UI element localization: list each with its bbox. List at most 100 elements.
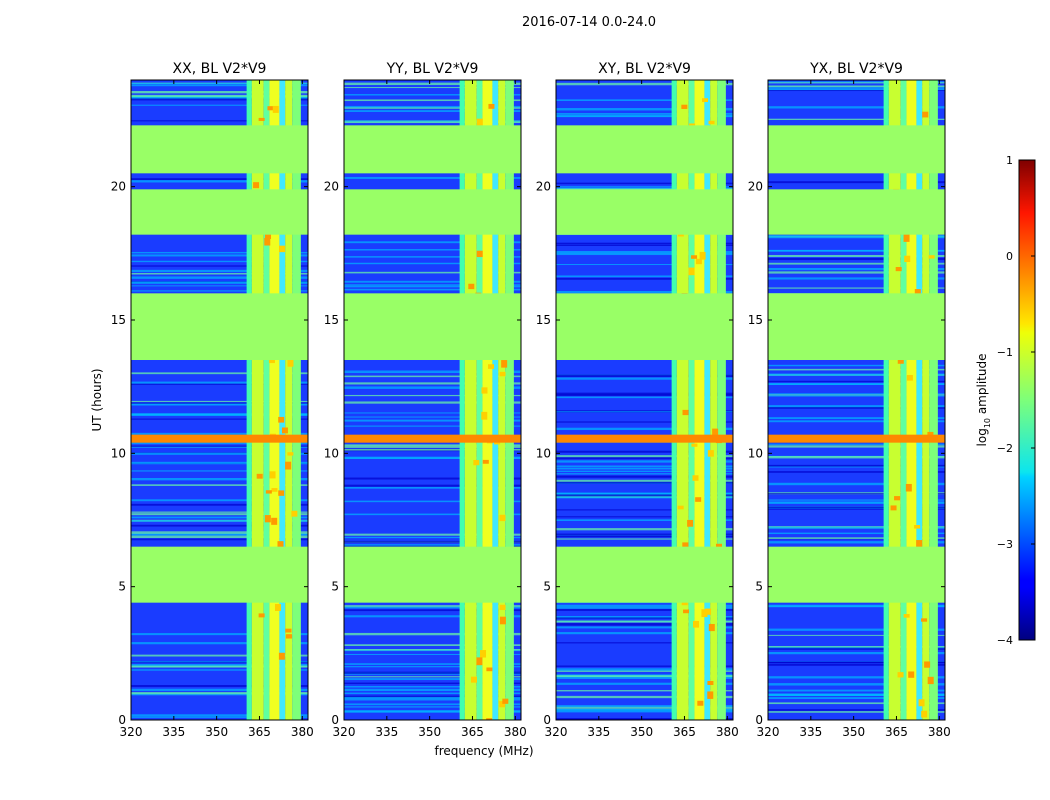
time-streak [556, 706, 733, 709]
y-tick-label: 10 [748, 446, 763, 460]
time-streak [556, 528, 733, 531]
rfi-hotspot [681, 104, 688, 109]
colorbar: 1 0 −1 −2 −3 −4 log10 amplitude [975, 154, 1036, 647]
time-streak [556, 695, 733, 699]
time-streak [131, 276, 308, 279]
rfi-band-column [671, 80, 677, 720]
time-streak [344, 370, 521, 372]
rfi-hotspot [681, 600, 688, 606]
flagged-region [556, 189, 733, 235]
x-tick-label: 335 [375, 725, 398, 739]
time-streak [344, 280, 521, 283]
time-streak [556, 475, 733, 478]
time-streak [556, 516, 733, 518]
rfi-hotspot [278, 245, 285, 253]
time-streak [344, 605, 521, 608]
time-streak [131, 538, 308, 541]
rfi-hotspot [502, 698, 509, 704]
time-streak [344, 284, 521, 286]
time-streak [556, 392, 733, 395]
rfi-band-column [717, 80, 726, 720]
rfi-hotspot [274, 603, 281, 611]
time-streak [768, 86, 945, 88]
time-streak [768, 262, 945, 265]
time-streak [344, 241, 521, 244]
rfi-hotspot [908, 671, 915, 678]
time-streak [556, 244, 733, 246]
rfi-hotspot [707, 450, 714, 457]
time-streak [344, 82, 521, 86]
time-streak [556, 632, 733, 635]
rfi-hotspot [712, 428, 719, 437]
time-streak [344, 699, 521, 701]
time-streak [344, 671, 521, 674]
rfi-hotspot [277, 541, 284, 548]
rfi-hotspot [927, 431, 934, 438]
flagged-region [344, 293, 521, 360]
time-streak [131, 381, 308, 384]
flagged-region [768, 546, 945, 603]
rfi-hotspot [697, 700, 704, 706]
time-streak [768, 532, 945, 535]
rfi-hotspot [488, 103, 495, 109]
heatmap-panel: YX, BL V2*V9 320 335 350 365 380 0 5 10 15 20 [748, 61, 951, 739]
panel-title: YY, BL V2*V9 [386, 61, 479, 77]
time-streak [344, 371, 521, 374]
y-tick-label: 20 [324, 180, 339, 194]
time-streak [768, 651, 945, 655]
heatmap-image [768, 80, 945, 720]
strong-rfi-line [131, 434, 308, 443]
time-streak [131, 432, 308, 435]
time-streak [344, 121, 521, 124]
time-streak [768, 634, 945, 636]
time-streak [131, 404, 308, 406]
rfi-hotspot [695, 258, 702, 265]
flagged-region [344, 546, 521, 603]
y-axis-label: UT (hours) [90, 368, 104, 431]
x-tick-label: 350 [205, 725, 228, 739]
time-streak [768, 537, 945, 539]
time-streak [768, 106, 945, 109]
time-streak [131, 664, 308, 666]
time-streak [556, 623, 733, 626]
time-streak [768, 395, 945, 397]
time-streak [768, 383, 945, 385]
colorbar-tick-label: −4 [997, 634, 1013, 647]
x-tick-label: 320 [757, 725, 780, 739]
time-streak [556, 675, 733, 678]
y-tick-label: 10 [536, 446, 551, 460]
time-streak [344, 285, 521, 288]
time-streak [131, 692, 308, 695]
time-streak [344, 666, 521, 668]
x-tick-label: 365 [248, 725, 271, 739]
x-tick-label: 365 [461, 725, 484, 739]
time-streak [556, 604, 733, 607]
time-streak [344, 425, 521, 427]
rfi-hotspot [271, 517, 278, 525]
rfi-hotspot [914, 289, 921, 295]
x-tick-label: 350 [630, 725, 653, 739]
rfi-hotspot [287, 359, 294, 367]
time-streak [131, 513, 308, 516]
time-streak [344, 176, 521, 179]
time-streak [131, 642, 308, 645]
time-streak [344, 486, 521, 489]
time-streak [556, 108, 733, 111]
rfi-hotspot [916, 540, 923, 547]
time-streak [556, 421, 733, 423]
flagged-region [768, 125, 945, 174]
rfi-hotspot [499, 604, 506, 611]
colorbar-tick-label: −1 [997, 346, 1013, 359]
panel-title: YX, BL V2*V9 [809, 61, 903, 77]
flagged-region [556, 293, 733, 360]
time-streak [344, 386, 521, 389]
rfi-hotspot [705, 608, 712, 615]
time-streak [556, 242, 733, 245]
time-streak [556, 533, 733, 536]
time-streak [344, 105, 521, 108]
rfi-hotspot [272, 105, 279, 113]
strong-rfi-line [556, 434, 733, 443]
rfi-hotspot [921, 618, 928, 622]
time-streak [556, 460, 733, 463]
axes-frame [555, 79, 734, 721]
